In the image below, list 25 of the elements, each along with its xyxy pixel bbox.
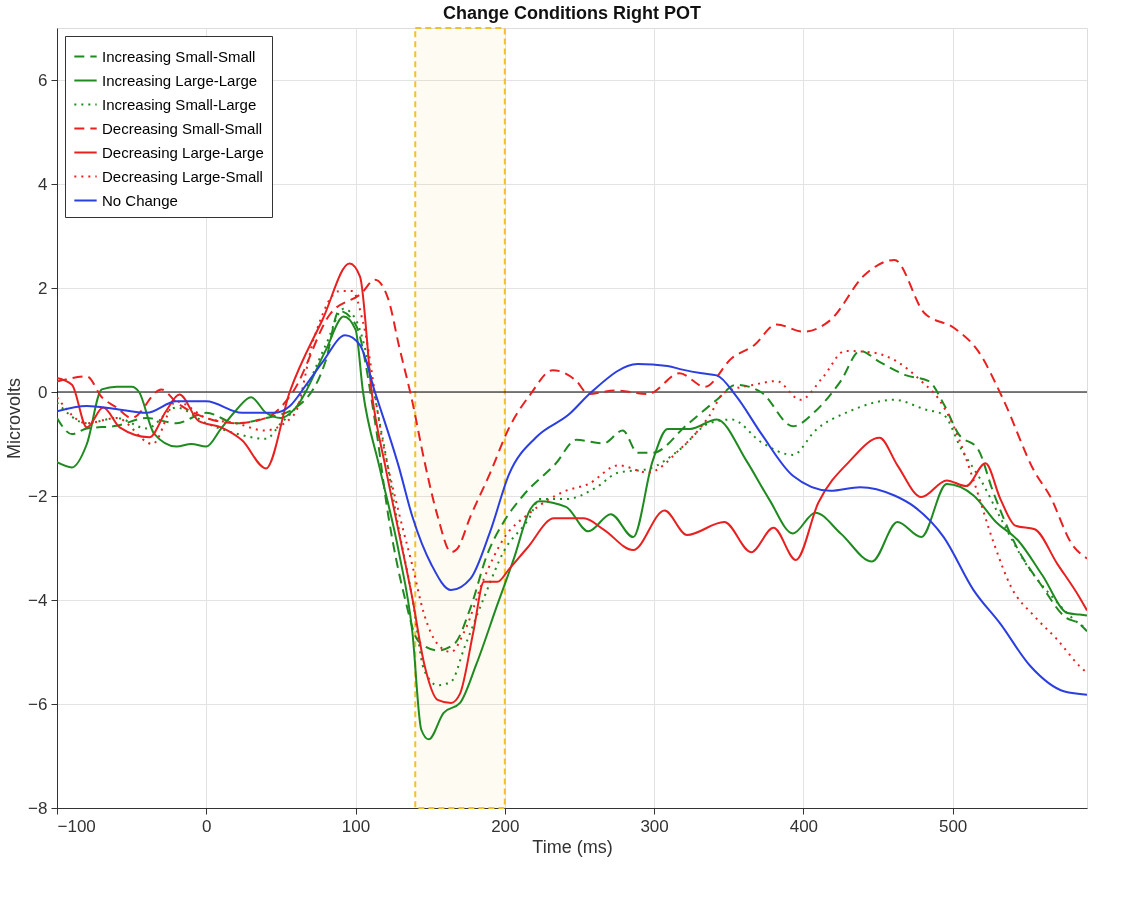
x-tick-label: 400 [789, 816, 819, 836]
legend-label: Increasing Small-Small [102, 47, 256, 65]
chart-title: Change Conditions Right POT [443, 3, 701, 23]
x-axis-title: Time (ms) [532, 836, 613, 857]
y-tick-label: −4 [28, 590, 48, 610]
y-tick-label: 6 [38, 70, 48, 90]
legend-label: Decreasing Large-Large [102, 143, 264, 161]
x-tick-label: 0 [202, 816, 212, 836]
x-tick-label: 100 [341, 816, 371, 836]
legend-label: No Change [102, 191, 178, 209]
y-tick-label: 0 [38, 382, 48, 402]
x-tick-label: 500 [938, 816, 968, 836]
legend-label: Increasing Small-Large [102, 95, 257, 113]
legend-label: Decreasing Large-Small [102, 167, 263, 185]
y-tick-label: 2 [38, 278, 48, 298]
x-tick-label: 200 [491, 816, 520, 836]
y-tick-label: −2 [28, 486, 48, 506]
y-tick-label: 4 [38, 174, 48, 194]
x-tick-label: −100 [57, 816, 96, 836]
y-tick-label: −6 [28, 694, 48, 714]
x-tick-label: 300 [640, 816, 669, 836]
legend-label: Decreasing Small-Small [102, 119, 263, 137]
y-tick-label: −8 [28, 798, 48, 818]
legend-label: Increasing Large-Large [102, 71, 258, 89]
y-axis-title: Microvolts [4, 377, 25, 460]
